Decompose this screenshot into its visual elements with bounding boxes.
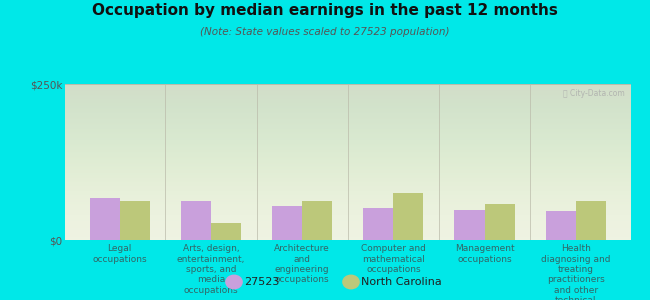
Text: (Note: State values scaled to 27523 population): (Note: State values scaled to 27523 popu… [200,27,450,37]
Text: 27523: 27523 [244,277,280,287]
Bar [363,208,393,240]
Text: ⓒ City-Data.com: ⓒ City-Data.com [563,89,625,98]
Bar [576,201,606,240]
Text: North Carolina: North Carolina [361,277,441,287]
Bar [181,201,211,240]
Bar [393,193,423,240]
Bar [302,201,332,240]
Text: Occupation by median earnings in the past 12 months: Occupation by median earnings in the pas… [92,3,558,18]
Bar [211,223,241,240]
Bar [484,204,515,240]
Bar [90,198,120,240]
Bar [120,201,150,240]
Bar [546,211,576,240]
Bar [272,206,302,240]
Bar [454,210,484,240]
